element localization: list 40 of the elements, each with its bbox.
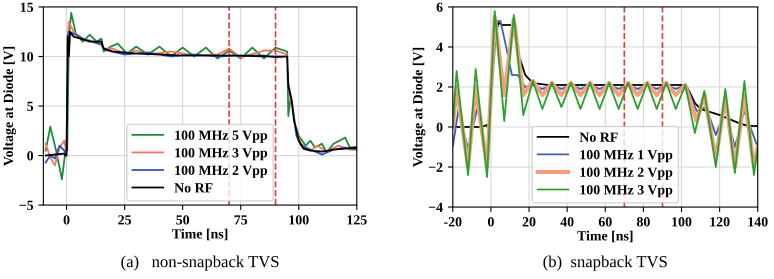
y-tick-label: 2 [436,82,442,92]
x-axis-title: Time [ns] [172,228,228,240]
x-axis-title: Time [ns] [577,230,632,242]
y-tick-label: 15 [20,2,34,12]
x-tick-label: 140 [748,217,768,227]
y-tick-label: −2 [428,162,442,172]
x-tick-label: 25 [118,215,132,225]
y-tick-label: 0 [27,151,34,160]
x-tick-label: 40 [560,217,574,227]
legend-label: 100 MHz 3 Vpp [175,148,268,160]
legend-label: 100 MHz 1 Vpp [580,150,672,162]
x-tick-label: 20 [522,217,536,227]
y-tick-label: 4 [436,42,443,52]
x-tick-label: 0 [488,217,494,227]
x-tick-label: 75 [234,215,248,225]
y-tick-label: −5 [19,200,34,210]
x-tick-label: 125 [348,215,367,225]
y-tick-label: 0 [436,122,443,132]
x-tick-label: 60 [598,217,612,227]
x-tick-label: 120 [710,217,730,227]
x-tick-label: -20 [444,217,462,227]
text: (a) non-snapback TVS [121,256,279,271]
legend-label: 100 MHz 2 Vpp [175,166,268,178]
y-tick-label: 10 [20,52,34,62]
legend-label: No RF [174,183,212,193]
x-tick-label: 80 [636,217,650,227]
x-tick-label: 0 [64,215,70,225]
legend-label: 100 MHz 5 Vpp [175,130,268,143]
x-tick-label: 50 [176,215,190,225]
y-tick-label: 5 [27,102,34,111]
legend-label: 100 MHz 3 Vpp [580,185,672,198]
legend-label: 100 MHz 2 Vpp [580,168,672,180]
legend-label: No RF [580,132,618,142]
x-tick-label: 100 [672,217,692,227]
x-tick-label: 100 [289,215,309,225]
y-tick-label: −4 [428,202,443,212]
text: (b) snapback TVS [543,256,667,271]
y-tick-label: 6 [436,2,443,12]
y-axis-title: Voltage at Diode [V] [3,46,16,166]
y-axis-title: Voltage at Diode [V] [412,48,426,167]
